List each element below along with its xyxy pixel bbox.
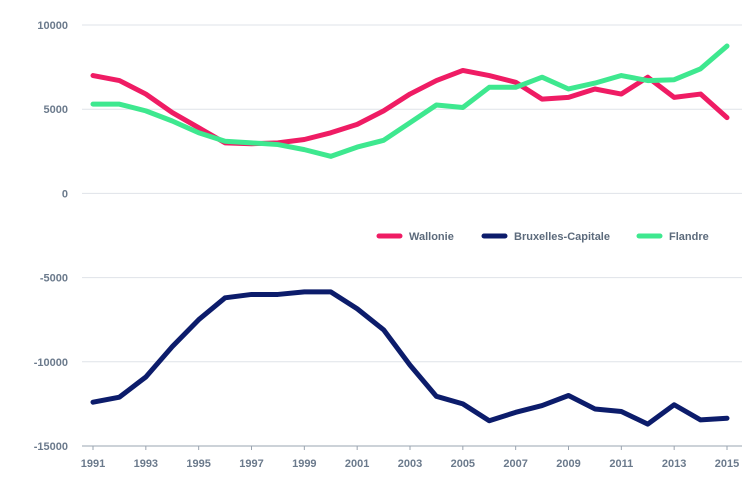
legend-label: Bruxelles-Capitale: [514, 231, 610, 243]
x-tick-label: 2009: [556, 458, 580, 470]
x-tick-label: 2011: [609, 458, 633, 470]
x-tick-label: 2003: [398, 458, 422, 470]
x-tick-label: 2015: [715, 458, 739, 470]
series-lines: [90, 43, 730, 427]
series-line-flandre: [90, 43, 730, 159]
y-tick-label: 5000: [44, 104, 68, 116]
legend-item-wallonie[interactable]: Wallonie: [376, 231, 454, 243]
x-tick-label: 2007: [503, 458, 527, 470]
legend-label: Flandre: [669, 231, 709, 243]
legend-item-flandre[interactable]: Flandre: [636, 231, 709, 243]
series-line-wallonie: [90, 67, 730, 147]
legend[interactable]: Wallonie Bruxelles-Capitale Flandre: [376, 231, 709, 243]
legend-item-bruxelles-capitale[interactable]: Bruxelles-Capitale: [481, 231, 610, 243]
gridlines: [82, 24, 742, 447]
x-tick-label: 2001: [345, 458, 369, 470]
legend-label: Wallonie: [409, 231, 454, 243]
x-axis-ticks: 1991 1993 1995 1997 1999 2001 2003 2005 2007 2009…: [81, 446, 739, 470]
x-tick-label: 1995: [186, 458, 210, 470]
y-tick-label: -10000: [34, 357, 68, 369]
x-tick-label: 1999: [292, 458, 316, 470]
x-tick-label: 2013: [662, 458, 686, 470]
y-tick-label: -15000: [34, 441, 68, 453]
x-tick-label: 1997: [239, 458, 263, 470]
series-line-bruxelles-capitale: [90, 289, 730, 427]
y-axis-ticks: 10000 5000 0 -5000 -10000 -15000: [34, 20, 68, 453]
x-tick-label: 2005: [451, 458, 475, 470]
x-tick-label: 1993: [134, 458, 158, 470]
y-tick-label: -5000: [40, 273, 68, 285]
y-tick-label: 0: [62, 188, 68, 200]
y-tick-label: 10000: [37, 20, 68, 32]
x-tick-label: 1991: [81, 458, 105, 470]
